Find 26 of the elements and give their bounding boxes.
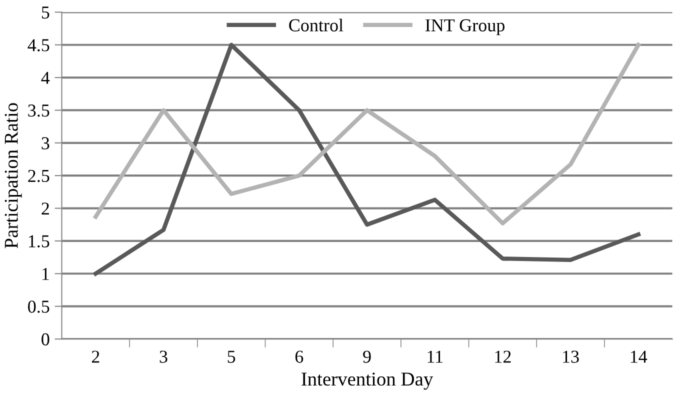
x-tick-label: 11 bbox=[428, 350, 442, 363]
y-tick-label: 5 bbox=[42, 6, 50, 19]
line-series bbox=[94, 42, 640, 226]
y-tick-label: 1 bbox=[42, 268, 49, 280]
x-axis-title: Intervention Day bbox=[302, 372, 434, 390]
y-tick-label: 3.5 bbox=[28, 104, 50, 117]
y-axis-title: Participation Ratio bbox=[4, 103, 22, 248]
x-tick-label: 9 bbox=[363, 350, 371, 363]
x-tick-label: 3 bbox=[160, 350, 168, 363]
y-tick-label: 1.5 bbox=[28, 235, 50, 248]
y-tick-label: 4.5 bbox=[28, 39, 50, 52]
x-tick-label: 2 bbox=[92, 350, 100, 363]
line-series bbox=[94, 42, 640, 276]
x-tick-label: 14 bbox=[630, 350, 648, 363]
x-tick-label: 12 bbox=[495, 350, 511, 363]
legend-label: Control bbox=[289, 18, 344, 32]
x-tick-label: 6 bbox=[295, 350, 304, 363]
legend-label: INT Group bbox=[425, 19, 505, 36]
y-tick-label: 4 bbox=[41, 72, 50, 84]
y-tick-label: 2 bbox=[42, 202, 49, 215]
x-tick-label: 5 bbox=[228, 350, 236, 363]
y-tick-label: 2.5 bbox=[28, 170, 50, 182]
y-tick-label: 0 bbox=[42, 333, 50, 346]
x-tick-label: 13 bbox=[563, 350, 579, 363]
y-tick-label: 3 bbox=[42, 137, 50, 150]
y-tick-label: 0.5 bbox=[28, 300, 50, 313]
